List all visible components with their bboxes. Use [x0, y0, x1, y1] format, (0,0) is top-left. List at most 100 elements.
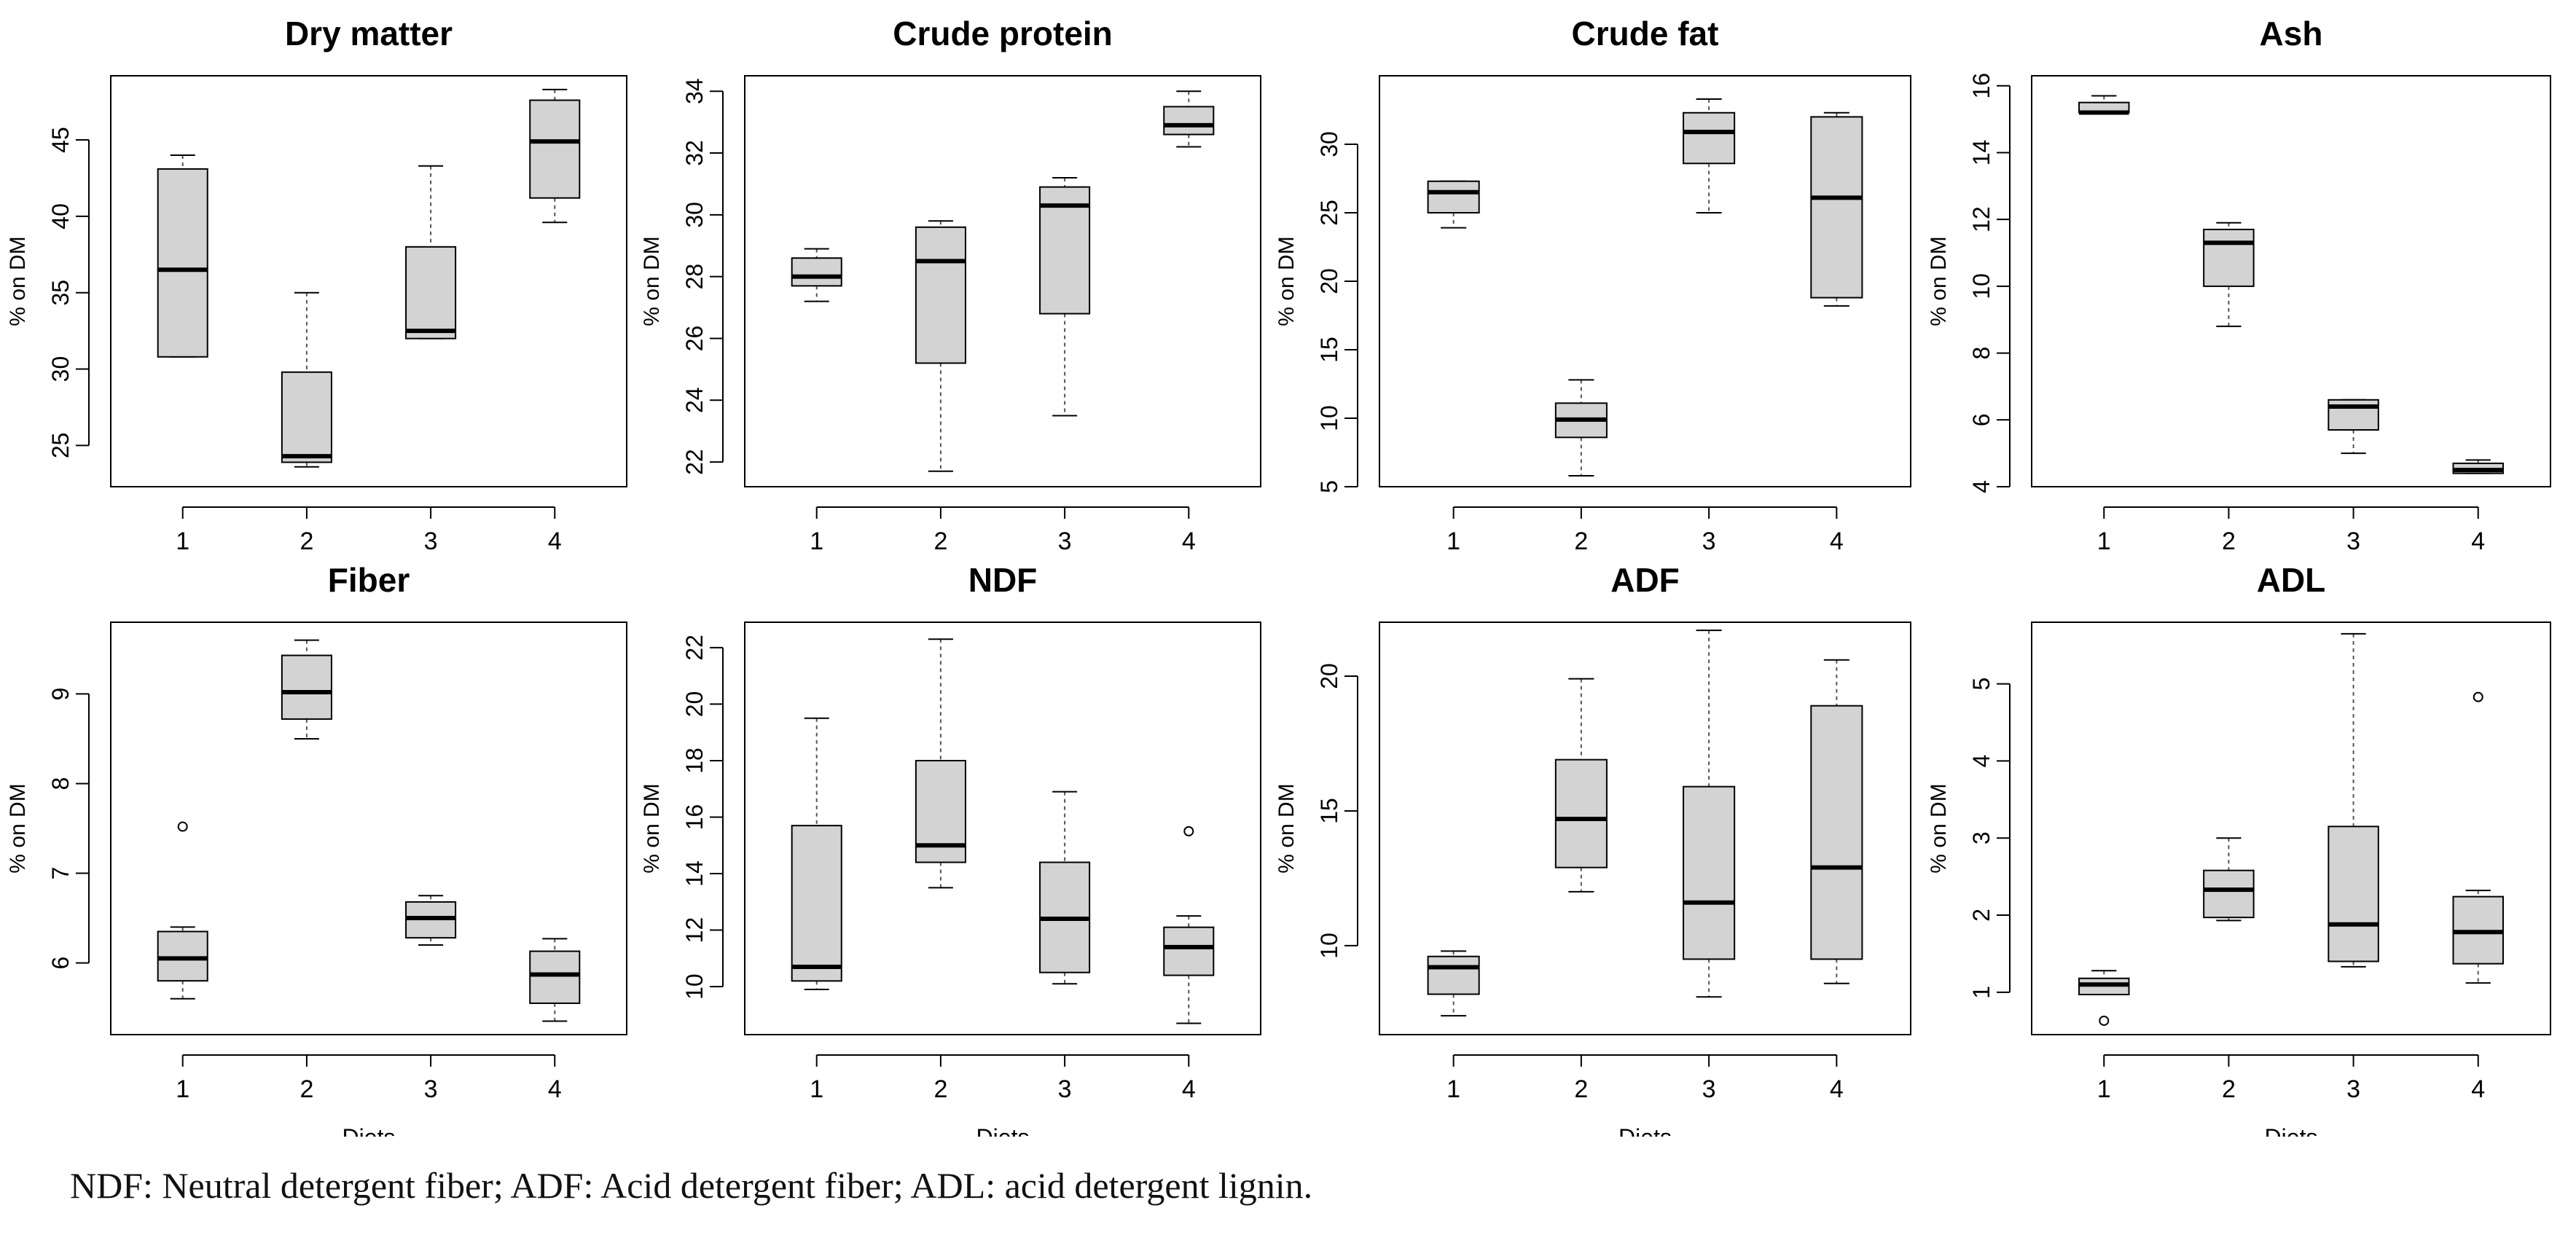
outlier-point: [2473, 691, 2483, 702]
iqr-box: [791, 257, 842, 287]
box-diet-1: [791, 248, 842, 302]
y-tick-label: 20: [1316, 268, 1342, 294]
y-tick-label: 14: [681, 860, 708, 887]
plot-frame: [110, 622, 627, 1035]
iqr-box: [157, 168, 208, 358]
y-tick-label: 30: [681, 202, 708, 228]
plot-frame: [1379, 622, 1911, 1035]
y-tick-label: 35: [47, 280, 74, 306]
iqr-box: [529, 950, 581, 1004]
x-tick-label: 3: [1058, 528, 1072, 555]
box-diet-2: [1554, 379, 1608, 477]
chart-panel-6: NDF% on DM101214161820221234Diets: [640, 561, 1261, 1137]
x-tick-label: 3: [2346, 1075, 2360, 1103]
box-diet-4: [2452, 691, 2504, 984]
box-diet-3: [1683, 98, 1736, 213]
chart-title: NDF: [968, 561, 1038, 599]
iqr-box: [1163, 106, 1215, 136]
plot-frame: [1379, 75, 1911, 487]
iqr-box: [281, 654, 332, 720]
y-tick-label: 7: [47, 867, 74, 880]
box-diet-4: [529, 938, 581, 1022]
chart-title: ADF: [1610, 561, 1680, 599]
box-diet-2: [2203, 837, 2255, 922]
y-tick-label: 12: [681, 917, 708, 944]
box-diet-3: [1683, 630, 1736, 998]
iqr-box: [281, 371, 332, 463]
iqr-box: [529, 99, 581, 199]
outlier-point: [1183, 826, 1194, 836]
x-axis-label: Diets: [2265, 1124, 2318, 1137]
y-tick-label: 16: [1968, 73, 1994, 99]
y-axis-label: % on DM: [640, 783, 664, 873]
box-diet-4: [1810, 111, 1863, 307]
box-diet-2: [2203, 221, 2255, 327]
x-tick-label: 1: [1446, 528, 1460, 555]
box-diet-3: [405, 165, 457, 340]
plot-frame: [110, 75, 627, 487]
x-tick-label: 4: [2471, 528, 2485, 555]
figure-caption: NDF: Neutral detergent fiber; ADF: Acid …: [70, 1165, 1313, 1206]
iqr-box: [2328, 826, 2379, 962]
chart-panel-7: ADF % on DM 10 15 20 1 2 3 4 Diets: [1275, 561, 1911, 1137]
x-tick-label: 2: [933, 1075, 947, 1103]
box-diet-4: [1163, 826, 1215, 1024]
y-tick-label: 3: [1968, 831, 1994, 844]
y-tick-label: 1: [1968, 986, 1994, 999]
x-tick-label: 2: [300, 528, 313, 555]
box-diet-1: [2078, 95, 2130, 115]
x-tick-label: 4: [1182, 1075, 1196, 1103]
x-axis-label: Diets: [1618, 1124, 1672, 1137]
x-tick-label: 3: [1702, 528, 1716, 555]
chart-title: Dry matter: [285, 15, 453, 52]
x-tick-label: 4: [1830, 1075, 1844, 1103]
iqr-box: [1427, 180, 1480, 213]
y-axis-label: % on DM: [1275, 236, 1299, 326]
y-tick-label: 14: [1968, 140, 1994, 166]
y-axis-label: % on DM: [1927, 783, 1951, 873]
box-diet-2: [915, 638, 966, 889]
x-tick-label: 1: [176, 1075, 189, 1103]
iqr-box: [1039, 186, 1091, 315]
y-tick-label: 4: [1968, 755, 1994, 768]
x-tick-label: 4: [548, 528, 562, 555]
x-tick-label: 1: [2097, 528, 2111, 555]
y-tick-label: 34: [681, 78, 708, 104]
box-diet-2: [915, 220, 966, 472]
box-diet-2: [1554, 678, 1608, 893]
y-axis-label: % on DM: [6, 783, 30, 873]
x-axis-label: Diets: [976, 1124, 1030, 1137]
y-tick-label: 22: [681, 635, 708, 661]
x-tick-label: 2: [933, 528, 947, 555]
y-tick-label: 10: [1316, 405, 1342, 431]
iqr-box: [791, 825, 842, 982]
x-tick-label: 2: [1574, 528, 1588, 555]
iqr-box: [1810, 705, 1863, 960]
y-tick-label: 9: [47, 688, 74, 701]
x-axis-label: Diets: [342, 1124, 396, 1137]
y-tick-label: 8: [47, 777, 74, 791]
y-tick-label: 30: [47, 356, 74, 383]
x-tick-label: 1: [176, 528, 189, 555]
x-tick-label: 2: [2222, 1075, 2236, 1103]
chart-title: Ash: [2260, 15, 2323, 52]
x-tick-label: 1: [810, 1075, 823, 1103]
y-tick-label: 25: [47, 433, 74, 459]
x-tick-label: 3: [1058, 1075, 1072, 1103]
y-tick-label: 25: [1316, 200, 1342, 226]
y-tick-label: 5: [1316, 480, 1342, 493]
x-tick-label: 1: [810, 528, 823, 555]
iqr-box: [915, 226, 966, 364]
x-tick-label: 1: [2097, 1075, 2111, 1103]
y-tick-label: 18: [681, 748, 708, 774]
y-axis-label: % on DM: [1927, 236, 1951, 326]
x-tick-label: 2: [2222, 528, 2236, 555]
iqr-box: [1554, 758, 1608, 868]
y-tick-label: 40: [47, 203, 74, 230]
iqr-box: [1683, 111, 1736, 165]
box-diet-1: [157, 154, 208, 358]
iqr-box: [1683, 785, 1736, 960]
y-tick-label: 2: [1968, 909, 1994, 922]
